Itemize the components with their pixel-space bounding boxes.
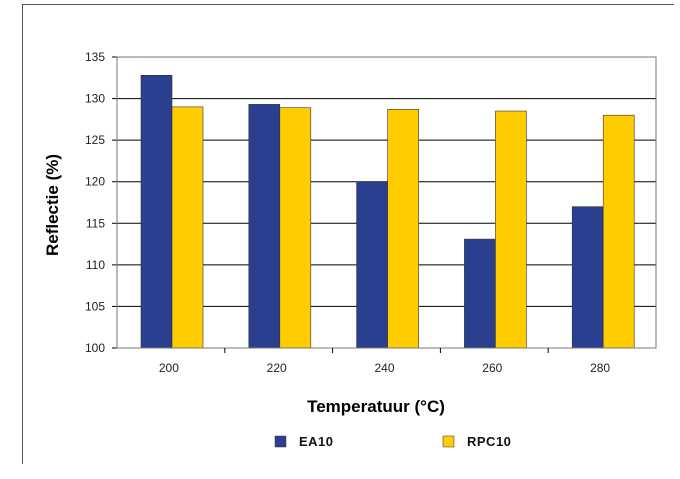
y-tick-label: 135 [85, 50, 105, 64]
bar-rpc10-200 [171, 106, 204, 349]
legend-label-ea10: EA10 [299, 434, 334, 449]
y-tick-label: 120 [85, 175, 105, 189]
bar-ea10-220 [248, 104, 281, 349]
y-tick-label: 110 [86, 258, 105, 272]
x-tick-label: 240 [374, 361, 394, 375]
y-tick-label: 100 [85, 341, 105, 355]
bar-ea10-240 [356, 181, 388, 349]
chart-frame [22, 4, 674, 464]
plot-area-border [116, 56, 657, 349]
legend: EA10 RPC10 [274, 434, 511, 449]
y-tick-label: 130 [85, 92, 105, 106]
x-axis-ticks: 200 220 240 260 280 [159, 348, 610, 375]
bar-rpc10-220 [279, 107, 312, 349]
y-axis-title: Reflectie (%) [43, 154, 62, 256]
x-tick-label: 200 [159, 361, 179, 375]
legend-label-rpc10: RPC10 [467, 434, 511, 449]
y-tick-label: 125 [85, 133, 105, 147]
bar-ea10-200 [140, 74, 173, 349]
x-tick-label: 260 [482, 361, 502, 375]
bar-ea10-260 [464, 238, 496, 349]
x-tick-label: 280 [590, 361, 610, 375]
legend-swatch-ea10 [274, 435, 287, 448]
legend-swatch-rpc10 [442, 435, 455, 448]
x-tick-label: 220 [267, 361, 287, 375]
bar-rpc10-260 [495, 110, 527, 349]
bar-ea10-280 [571, 206, 604, 349]
y-axis-ticks: 100 105 110 115 120 125 130 135 [85, 50, 117, 355]
bars [140, 74, 635, 349]
bar-rpc10-240 [387, 109, 419, 349]
x-axis-title: Temperatuur (°C) [307, 397, 445, 416]
y-tick-label: 115 [86, 216, 105, 230]
y-tick-label: 105 [85, 299, 105, 313]
bar-rpc10-280 [602, 114, 635, 349]
